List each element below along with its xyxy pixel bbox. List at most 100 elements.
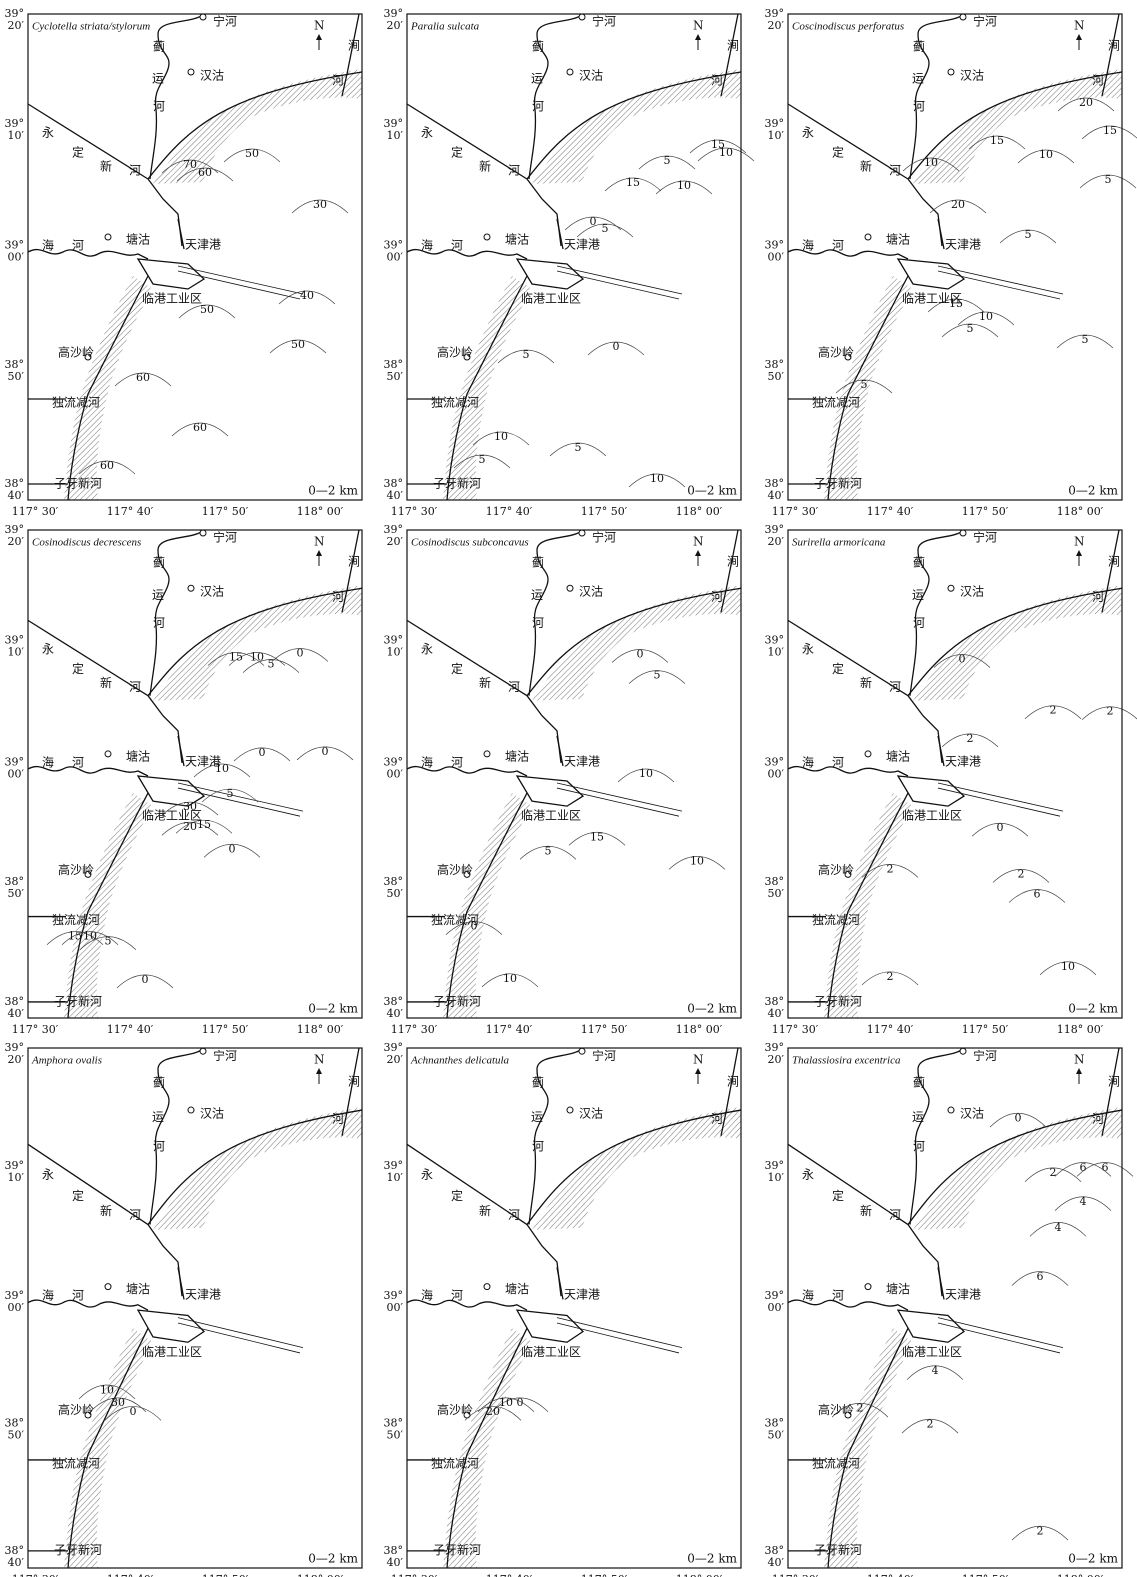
place-label: 运 bbox=[152, 72, 164, 86]
map-body bbox=[28, 1048, 362, 1568]
town-marker bbox=[865, 751, 871, 757]
contour-label: 5 bbox=[523, 348, 530, 361]
lat-minute: 40′ bbox=[387, 1007, 404, 1020]
place-label: 子牙新河 bbox=[814, 476, 862, 491]
place-label: 运 bbox=[531, 588, 543, 602]
lon-label: 117° 50′ bbox=[581, 1573, 628, 1577]
place-label: 河 bbox=[1092, 74, 1104, 88]
contour-label: 30 bbox=[111, 1396, 125, 1409]
lat-minute: 20′ bbox=[768, 19, 785, 32]
hatched-shore bbox=[913, 585, 1122, 700]
contour-label: 0 bbox=[590, 215, 597, 228]
place-label: 新 bbox=[860, 675, 872, 690]
port bbox=[138, 219, 204, 289]
contour-label: 60 bbox=[100, 459, 114, 472]
place-label: 新 bbox=[860, 1203, 872, 1218]
place-label: 海 bbox=[802, 754, 814, 769]
place-label: 天津港 bbox=[564, 238, 600, 252]
map-panel: Amphora ovalis宁河蓟运汉沽河永定新河海河塘沽天津港临港工业区高沙岭… bbox=[5, 1041, 363, 1577]
scale-label: 0—2 km bbox=[687, 1002, 737, 1016]
contour-label: 4 bbox=[1080, 1195, 1087, 1208]
place-label: 河 bbox=[711, 1112, 723, 1126]
place-label: 新 bbox=[100, 675, 112, 690]
coastline bbox=[908, 179, 942, 246]
species-name: Surirella armoricana bbox=[792, 537, 886, 549]
town-marker bbox=[188, 1107, 194, 1113]
place-label: 海 bbox=[421, 1287, 433, 1302]
place-label: 独流减河 bbox=[812, 913, 860, 927]
hatched-shore bbox=[913, 1107, 1122, 1230]
north-arrow-head bbox=[1076, 34, 1082, 40]
town-marker bbox=[188, 69, 194, 75]
port bbox=[138, 736, 204, 806]
coastline bbox=[148, 179, 182, 246]
place-label: 塘沽 bbox=[886, 232, 910, 247]
north-label: N bbox=[314, 1053, 325, 1067]
place-label: 高沙岭 bbox=[437, 862, 473, 877]
contour-label: 70 bbox=[183, 158, 197, 171]
map-body bbox=[788, 530, 1137, 1018]
species-name: Thalassiosira excentrica bbox=[792, 1055, 901, 1067]
hatched-shore bbox=[913, 69, 1122, 184]
place-label: 高沙岭 bbox=[58, 345, 94, 360]
coastline bbox=[148, 696, 182, 763]
north-label: N bbox=[693, 535, 704, 549]
species-name: Cyclotella striata/stylorum bbox=[32, 21, 150, 33]
lat-minute: 20′ bbox=[387, 19, 404, 32]
place-label: 独流减河 bbox=[52, 396, 100, 410]
scale-label: 0—2 km bbox=[308, 1552, 358, 1566]
coastline bbox=[527, 179, 561, 246]
lat-minute: 00′ bbox=[387, 251, 404, 264]
place-label: 定 bbox=[72, 661, 84, 676]
town-marker bbox=[200, 1048, 206, 1054]
place-label: 高沙岭 bbox=[58, 1402, 94, 1417]
town-marker bbox=[865, 234, 871, 240]
lon-label: 118° 00′ bbox=[1057, 1573, 1104, 1577]
lat-minute: 10′ bbox=[387, 646, 404, 659]
map-panel: Surirella armoricana宁河蓟运汉沽河永定新河海河塘沽天津港临港… bbox=[765, 523, 1137, 1036]
town-marker bbox=[960, 14, 966, 20]
contour-label: 5 bbox=[105, 935, 112, 948]
species-name: Amphora ovalis bbox=[31, 1055, 102, 1067]
contour-label: 20 bbox=[486, 1405, 500, 1418]
place-label: 涧 bbox=[727, 555, 739, 569]
place-label: 河 bbox=[129, 1208, 141, 1222]
north-label: N bbox=[1074, 1053, 1085, 1067]
place-label: 高沙岭 bbox=[437, 345, 473, 360]
place-label: 天津港 bbox=[185, 238, 221, 252]
lon-label: 117° 40′ bbox=[107, 1023, 154, 1036]
contour-label: 10 bbox=[719, 146, 733, 159]
lat-minute: 50′ bbox=[387, 370, 404, 383]
contour-label: 10 bbox=[650, 472, 664, 485]
place-label: 天津港 bbox=[945, 754, 981, 768]
river bbox=[788, 399, 828, 484]
lat-minute: 10′ bbox=[8, 646, 25, 659]
contour-label: 2 bbox=[1037, 1525, 1044, 1538]
contour-label: 10 bbox=[979, 310, 993, 323]
lon-label: 117° 40′ bbox=[107, 1573, 154, 1577]
contour-label: 60 bbox=[198, 166, 212, 179]
place-label: 永 bbox=[42, 126, 54, 140]
north-arrow-head bbox=[316, 34, 322, 40]
place-label: 河 bbox=[913, 1140, 925, 1154]
lat-minute: 00′ bbox=[387, 1301, 404, 1314]
town-marker bbox=[484, 751, 490, 757]
place-label: 河 bbox=[153, 616, 165, 630]
river bbox=[407, 1460, 447, 1551]
contour-label: 5 bbox=[268, 658, 275, 671]
contour-label: 5 bbox=[1025, 228, 1032, 241]
lat-minute: 10′ bbox=[768, 129, 785, 142]
contour-label: 10 bbox=[639, 767, 653, 780]
place-label: 汉沽 bbox=[200, 1107, 224, 1121]
place-label: 运 bbox=[912, 1110, 924, 1124]
contour-label: 5 bbox=[967, 322, 974, 335]
place-label: 蓟 bbox=[913, 556, 925, 570]
contour-label: 5 bbox=[575, 441, 582, 454]
lat-minute: 40′ bbox=[8, 1007, 25, 1020]
place-label: 宁河 bbox=[592, 14, 616, 29]
town-marker bbox=[484, 234, 490, 240]
lon-label: 117° 50′ bbox=[581, 1023, 628, 1036]
map-panel: Cosinodiscus subconcavus宁河蓟运汉沽河永定新河海河塘沽天… bbox=[384, 523, 742, 1036]
contour-label: 5 bbox=[1105, 173, 1112, 186]
hatched-shore bbox=[824, 793, 913, 1018]
